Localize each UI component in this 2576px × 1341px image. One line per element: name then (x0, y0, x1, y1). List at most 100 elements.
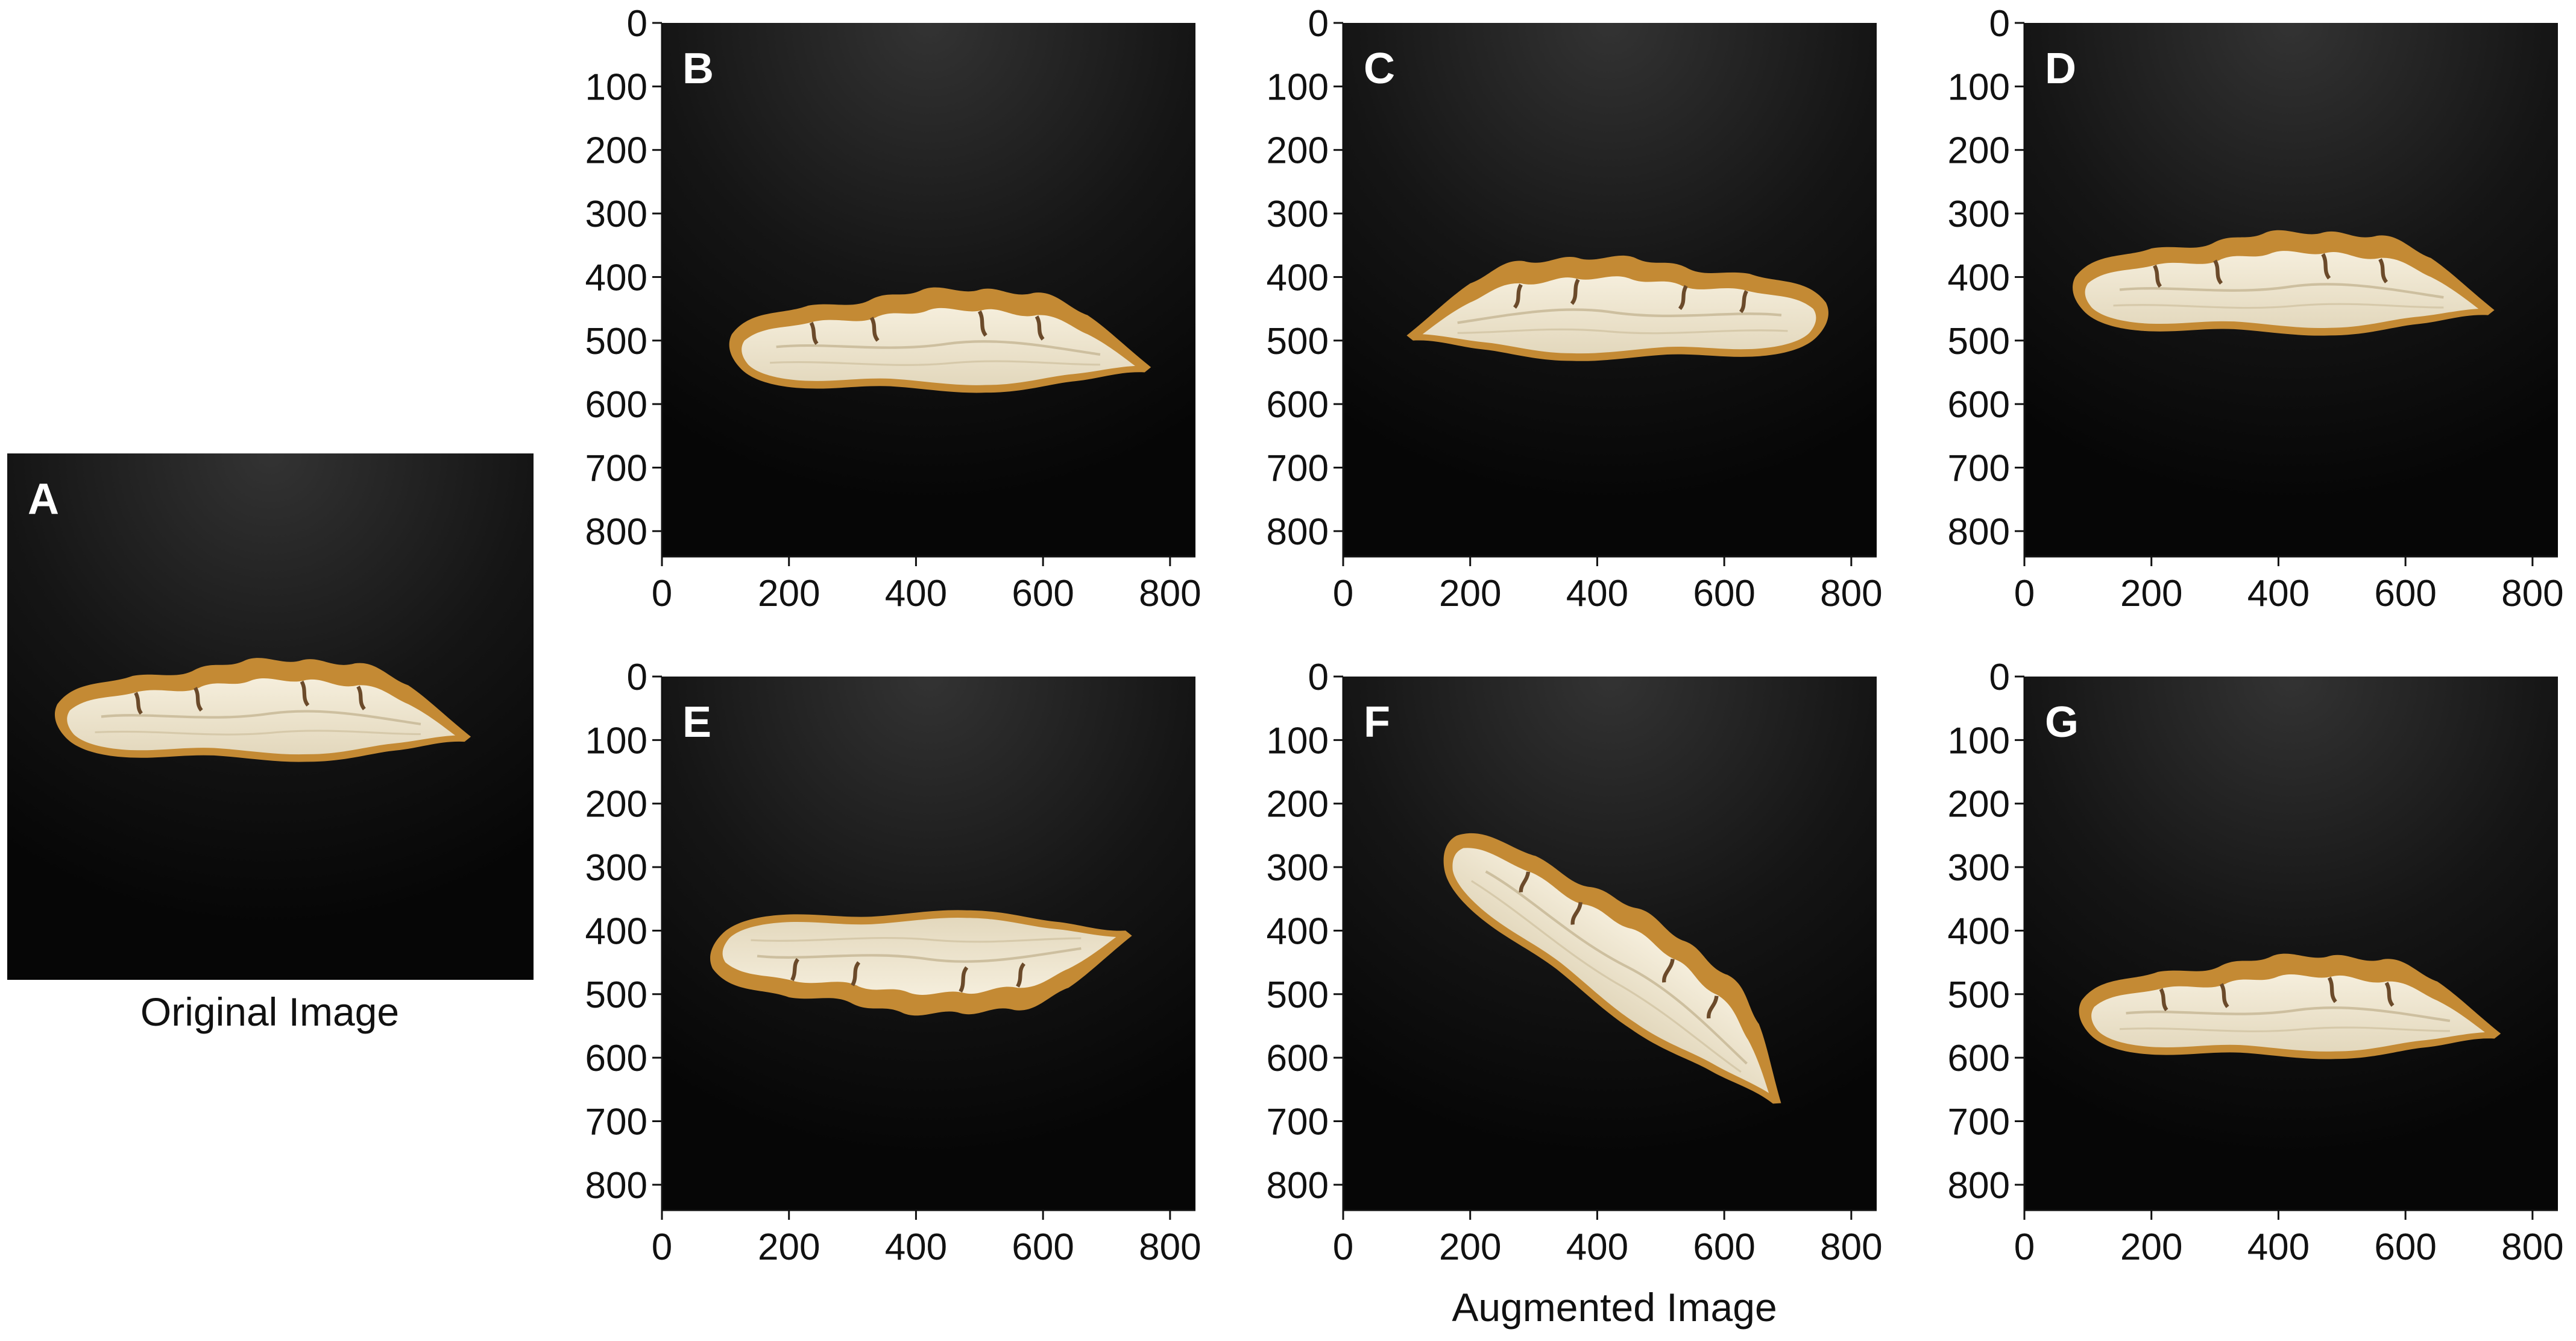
panel-e-x-tick-label: 200 (758, 1226, 820, 1268)
panel-d-y-tick-label: 300 (1948, 194, 2010, 235)
panel-e-y-tick-label: 600 (585, 1038, 647, 1079)
panel-d-x-tick-label: 200 (2120, 573, 2182, 614)
panel-f-y-tick-label: 700 (1267, 1102, 1329, 1143)
panel-b-x-tick-label: 0 (652, 573, 672, 614)
panel-g-label: G (2045, 698, 2079, 746)
panel-c-y-tick-label: 500 (1267, 321, 1329, 362)
panel-e-x-tick-label: 600 (1012, 1226, 1074, 1268)
panel-d-y-tick-label: 200 (1948, 130, 2010, 172)
panel-g-y-tick-label: 200 (1948, 784, 2010, 825)
original-panel: A (7, 453, 534, 980)
panel-e-label: E (682, 698, 711, 746)
panel-e-y-tick-label: 500 (585, 974, 647, 1016)
panel-e-y-tick-label: 0 (627, 657, 647, 698)
panel-d-x-tick-label: 400 (2247, 573, 2310, 614)
panel-g-x-tick-label: 200 (2120, 1226, 2182, 1268)
panel-e-x-tick-label: 800 (1139, 1226, 1201, 1268)
panel-f-x-tick-label: 200 (1439, 1226, 1501, 1268)
panel-b-y-tick-label: 600 (585, 384, 647, 426)
panel-g-y-tick-label: 700 (1948, 1102, 2010, 1143)
panel-f-y-tick-label: 0 (1308, 657, 1329, 698)
panel-b-y-tick-label: 0 (627, 3, 647, 45)
panel-g-background (2024, 677, 2558, 1210)
panel-d-x-tick-label: 800 (2501, 573, 2563, 614)
original-image-caption: Original Image (140, 989, 400, 1034)
panel-b-y-tick-label: 400 (585, 257, 647, 298)
panel-g-y-tick-label: 400 (1948, 910, 2010, 952)
panel-c-y-tick-label: 600 (1267, 384, 1329, 426)
panel-f-y-tick-label: 600 (1267, 1038, 1329, 1079)
panel-g-x-tick-label: 400 (2247, 1226, 2310, 1268)
panel-c-x-tick-label: 0 (1333, 573, 1353, 614)
panel-a-label: A (28, 475, 59, 523)
panel-c-x-tick-label: 800 (1820, 573, 1882, 614)
panel-g-y-tick-label: 0 (1989, 657, 2010, 698)
panel-c-label: C (1364, 45, 1395, 93)
panel-d-y-tick-label: 500 (1948, 321, 2010, 362)
panel-g-y-tick-label: 300 (1948, 847, 2010, 889)
panel-c-x-tick-label: 200 (1439, 573, 1501, 614)
panel-c-y-tick-label: 100 (1267, 66, 1329, 108)
panel-c-y-tick-label: 0 (1308, 3, 1329, 45)
panel-c-x-tick-label: 400 (1566, 573, 1628, 614)
panel-d-x-tick-label: 0 (2014, 573, 2035, 614)
panel-b-x-tick-label: 200 (758, 573, 820, 614)
panel-d-y-tick-label: 0 (1989, 3, 2010, 45)
panel-f-x-tick-label: 600 (1693, 1226, 1755, 1268)
panel-g-x-tick-label: 0 (2014, 1226, 2035, 1268)
panel-f-x-tick-label: 800 (1820, 1226, 1882, 1268)
panel-b-y-tick-label: 300 (585, 194, 647, 235)
panel-b-y-tick-label: 800 (585, 511, 647, 553)
panel-b-y-tick-label: 700 (585, 448, 647, 490)
panel-g-y-tick-label: 800 (1948, 1165, 2010, 1207)
panel-b-x-tick-label: 400 (885, 573, 947, 614)
panel-c-x-tick-label: 600 (1693, 573, 1755, 614)
panel-g-x-tick-label: 600 (2374, 1226, 2436, 1268)
panel-d-x-tick-label: 600 (2374, 573, 2436, 614)
panel-f-label: F (1364, 698, 1390, 746)
panel-c-y-tick-label: 700 (1267, 448, 1329, 490)
panel-d-y-tick-label: 100 (1948, 66, 2010, 108)
panel-e-y-tick-label: 200 (585, 784, 647, 825)
panel-b-y-tick-label: 100 (585, 66, 647, 108)
panel-f-x-tick-label: 0 (1333, 1226, 1353, 1268)
panel-g-x-tick-label: 800 (2501, 1226, 2563, 1268)
panel-c-y-tick-label: 400 (1267, 257, 1329, 298)
panel-e-x-tick-label: 0 (652, 1226, 672, 1268)
panel-c-y-tick-label: 800 (1267, 511, 1329, 553)
panel-d-label: D (2045, 45, 2076, 93)
panel-e-y-tick-label: 700 (585, 1102, 647, 1143)
augmented-image-caption: Augmented Image (1452, 1285, 1777, 1330)
panel-f-y-tick-label: 300 (1267, 847, 1329, 889)
panel-b-x-tick-label: 600 (1012, 573, 1074, 614)
panel-d-y-tick-label: 600 (1948, 384, 2010, 426)
panel-b-label: B (682, 45, 714, 93)
panel-f-y-tick-label: 100 (1267, 720, 1329, 762)
panel-c-y-tick-label: 300 (1267, 194, 1329, 235)
panel-f-x-tick-label: 400 (1566, 1226, 1628, 1268)
panel-f-y-tick-label: 200 (1267, 784, 1329, 825)
panel-d-y-tick-label: 700 (1948, 448, 2010, 490)
panel-f-y-tick-label: 800 (1267, 1165, 1329, 1207)
panel-a: A (7, 453, 534, 980)
panel-b-y-tick-label: 200 (585, 130, 647, 172)
panel-c-y-tick-label: 200 (1267, 130, 1329, 172)
panel-e-y-tick-label: 400 (585, 910, 647, 952)
panel-b-y-tick-label: 500 (585, 321, 647, 362)
panel-f-y-tick-label: 400 (1267, 910, 1329, 952)
